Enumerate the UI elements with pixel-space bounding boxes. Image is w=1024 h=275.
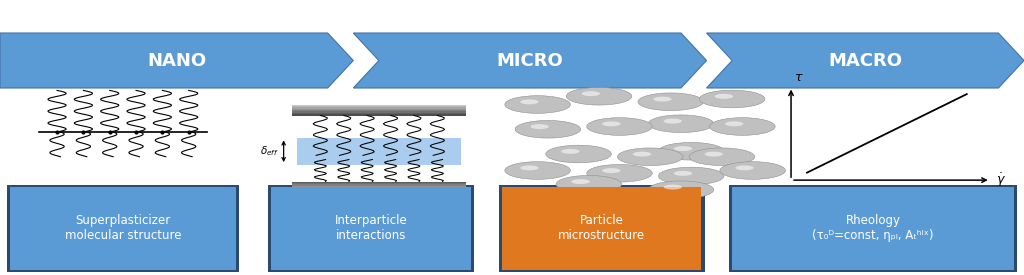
Circle shape <box>520 99 539 104</box>
Circle shape <box>505 96 570 113</box>
FancyBboxPatch shape <box>292 190 466 191</box>
FancyBboxPatch shape <box>292 191 466 192</box>
Circle shape <box>735 165 754 170</box>
FancyBboxPatch shape <box>292 188 466 190</box>
Circle shape <box>699 90 765 108</box>
FancyBboxPatch shape <box>732 187 1014 270</box>
Circle shape <box>571 179 590 184</box>
Polygon shape <box>707 33 1024 88</box>
FancyBboxPatch shape <box>292 110 466 111</box>
Circle shape <box>658 167 724 185</box>
Text: NANO: NANO <box>147 51 206 70</box>
FancyBboxPatch shape <box>292 187 466 188</box>
FancyBboxPatch shape <box>271 187 471 270</box>
Text: Rheology
(τ₀ᴰ=const, ηₚₗ, Aₜʰᴵˣ): Rheology (τ₀ᴰ=const, ηₚₗ, Aₜʰᴵˣ) <box>812 214 934 242</box>
Circle shape <box>674 171 692 176</box>
FancyBboxPatch shape <box>292 106 466 107</box>
Circle shape <box>582 91 600 96</box>
Circle shape <box>710 118 775 135</box>
FancyBboxPatch shape <box>7 185 239 272</box>
Circle shape <box>556 175 622 193</box>
FancyBboxPatch shape <box>292 113 466 114</box>
Circle shape <box>520 165 539 170</box>
Circle shape <box>546 145 611 163</box>
Circle shape <box>561 149 580 154</box>
Circle shape <box>617 148 683 166</box>
Text: Interparticle
interactions: Interparticle interactions <box>335 214 408 242</box>
FancyBboxPatch shape <box>268 185 474 272</box>
Circle shape <box>566 87 632 105</box>
Circle shape <box>658 142 724 160</box>
FancyBboxPatch shape <box>297 138 461 165</box>
Circle shape <box>664 119 682 123</box>
FancyBboxPatch shape <box>729 185 1017 272</box>
Circle shape <box>715 94 733 99</box>
Circle shape <box>602 121 621 126</box>
Circle shape <box>725 121 743 126</box>
Circle shape <box>705 152 723 156</box>
Text: $\tau$: $\tau$ <box>795 71 804 84</box>
Text: Particle
microstructure: Particle microstructure <box>558 214 645 242</box>
Circle shape <box>689 148 755 166</box>
Text: $\dot{\gamma}$: $\dot{\gamma}$ <box>995 171 1006 189</box>
FancyBboxPatch shape <box>502 187 701 270</box>
FancyBboxPatch shape <box>292 107 466 109</box>
Circle shape <box>505 162 570 179</box>
Circle shape <box>638 93 703 111</box>
Circle shape <box>530 124 549 129</box>
Circle shape <box>664 185 682 189</box>
FancyBboxPatch shape <box>292 114 466 116</box>
Circle shape <box>515 120 581 138</box>
FancyBboxPatch shape <box>10 187 236 270</box>
Text: Superplasticizer
molecular structure: Superplasticizer molecular structure <box>65 214 181 242</box>
Circle shape <box>674 146 692 151</box>
Circle shape <box>648 181 714 199</box>
FancyBboxPatch shape <box>292 109 466 110</box>
FancyBboxPatch shape <box>292 183 466 184</box>
Circle shape <box>720 162 785 179</box>
Circle shape <box>587 164 652 182</box>
Circle shape <box>648 115 714 133</box>
FancyBboxPatch shape <box>292 104 466 106</box>
Text: $\delta_{eff}$: $\delta_{eff}$ <box>260 144 279 158</box>
Circle shape <box>602 168 621 173</box>
Circle shape <box>653 97 672 101</box>
FancyBboxPatch shape <box>499 185 705 272</box>
Circle shape <box>587 118 652 135</box>
Text: MICRO: MICRO <box>497 51 563 70</box>
Text: MACRO: MACRO <box>828 51 902 70</box>
FancyBboxPatch shape <box>292 111 466 113</box>
Polygon shape <box>353 33 707 88</box>
Polygon shape <box>0 33 353 88</box>
FancyBboxPatch shape <box>292 184 466 186</box>
Circle shape <box>633 152 651 156</box>
FancyBboxPatch shape <box>292 182 466 183</box>
FancyBboxPatch shape <box>292 186 466 187</box>
